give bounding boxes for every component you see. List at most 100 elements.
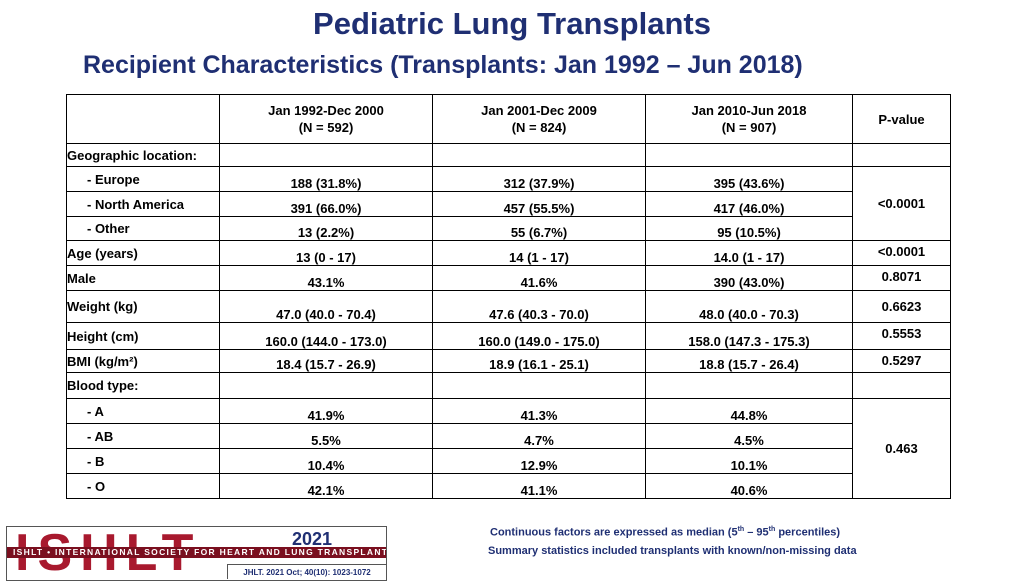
table-cell: 18.8 (15.7 - 26.4) xyxy=(645,349,853,373)
empty-cell xyxy=(852,372,951,399)
table-cell: 10.1% xyxy=(645,448,853,474)
table-row: Height (cm) 160.0 (144.0 - 173.0) 160.0 … xyxy=(66,322,951,350)
row-label: Weight (kg) xyxy=(66,290,220,323)
table-cell: 47.0 (40.0 - 70.4) xyxy=(219,290,433,323)
table-cell: 395 (43.6%) xyxy=(645,166,853,192)
column-header-period: Jan 2010-Jun 2018 xyxy=(691,103,807,118)
table-cell: 12.9% xyxy=(432,448,646,474)
column-header-count: (N = 907) xyxy=(721,120,777,135)
pvalue-cell: 0.6623 xyxy=(852,290,951,323)
table-cell: 312 (37.9%) xyxy=(432,166,646,192)
row-label: Age (years) xyxy=(66,240,220,266)
column-header-1992-2000: Jan 1992-Dec 2000 (N = 592) xyxy=(219,94,433,144)
ishlt-logo-banner: ISHLT ISHLT • INTERNATIONAL SOCIETY FOR … xyxy=(6,526,387,581)
row-label: - AB xyxy=(66,423,220,449)
table-row: Age (years) 13 (0 - 17) 14 (1 - 17) 14.0… xyxy=(66,240,951,266)
table-cell: 43.1% xyxy=(219,265,433,291)
empty-cell xyxy=(645,372,853,399)
footnote-summary-statistics: Summary statistics included transplants … xyxy=(488,545,857,557)
empty-cell xyxy=(432,372,646,399)
table-cell: 18.4 (15.7 - 26.9) xyxy=(219,349,433,373)
table-row: Male 43.1% 41.6% 390 (43.0%) 0.8071 xyxy=(66,265,951,291)
column-header-count: (N = 824) xyxy=(511,120,567,135)
row-label: - Other xyxy=(66,216,220,241)
page-title: Pediatric Lung Transplants xyxy=(313,6,711,41)
page-subtitle: Recipient Characteristics (Transplants: … xyxy=(83,51,803,79)
row-label: - A xyxy=(66,398,220,424)
row-label: - Europe xyxy=(66,166,220,192)
table-cell: 188 (31.8%) xyxy=(219,166,433,192)
table-cell: 13 (0 - 17) xyxy=(219,240,433,266)
empty-cell xyxy=(219,143,433,167)
table-cell: 13 (2.2%) xyxy=(219,216,433,241)
column-header-pvalue: P-value xyxy=(852,94,951,144)
table-cell: 4.7% xyxy=(432,423,646,449)
table-row: - B 10.4% 12.9% 10.1% xyxy=(66,448,951,474)
table-cell: 48.0 (40.0 - 70.3) xyxy=(645,290,853,323)
table-header-row: Jan 1992-Dec 2000 (N = 592) Jan 2001-Dec… xyxy=(66,94,951,144)
row-label: - B xyxy=(66,448,220,474)
table-row: - Europe 188 (31.8%) 312 (37.9%) 395 (43… xyxy=(66,166,951,241)
row-label: - O xyxy=(66,473,220,499)
pvalue-cell: 0.5297 xyxy=(852,349,951,373)
footnote-text: percentiles) xyxy=(775,526,841,539)
table-cell: 41.1% xyxy=(432,473,646,499)
table-cell: 95 (10.5%) xyxy=(645,216,853,241)
report-year: 2021 xyxy=(291,529,333,549)
table-cell: 14 (1 - 17) xyxy=(432,240,646,266)
table-cell: 41.9% xyxy=(219,398,433,424)
table-cell: 391 (66.0%) xyxy=(219,191,433,217)
row-label: - North America xyxy=(66,191,220,217)
table-cell: 41.3% xyxy=(432,398,646,424)
table-cell: 18.9 (16.1 - 25.1) xyxy=(432,349,646,373)
empty-cell xyxy=(432,143,646,167)
footnote-text: – 95 xyxy=(744,526,769,539)
table-cell: 160.0 (149.0 - 175.0) xyxy=(432,322,646,350)
table-cell: 42.1% xyxy=(219,473,433,499)
pvalue-cell-geographic: <0.0001 xyxy=(852,166,951,241)
table-cell: 160.0 (144.0 - 173.0) xyxy=(219,322,433,350)
row-label: Height (cm) xyxy=(66,322,220,350)
table-cell: 417 (46.0%) xyxy=(645,191,853,217)
empty-cell xyxy=(852,143,951,167)
row-label-blood-type: Blood type: xyxy=(66,372,220,399)
ishlt-logo-strip: ISHLT • INTERNATIONAL SOCIETY FOR HEART … xyxy=(7,547,386,558)
pvalue-cell: <0.0001 xyxy=(852,240,951,266)
pvalue-cell-blood-type: 0.463 xyxy=(852,398,951,499)
table-cell: 457 (55.5%) xyxy=(432,191,646,217)
footnote-percentiles: Continuous factors are expressed as medi… xyxy=(490,526,840,539)
pvalue-cell: 0.5553 xyxy=(852,322,951,350)
table-row: BMI (kg/m²) 18.4 (15.7 - 26.9) 18.9 (16.… xyxy=(66,349,951,373)
table-cell: 158.0 (147.3 - 175.3) xyxy=(645,322,853,350)
column-header-count: (N = 592) xyxy=(298,120,354,135)
row-label: BMI (kg/m²) xyxy=(66,349,220,373)
table-cell: 41.6% xyxy=(432,265,646,291)
empty-cell xyxy=(645,143,853,167)
table-cell: 47.6 (40.3 - 70.0) xyxy=(432,290,646,323)
table-cell: 40.6% xyxy=(645,473,853,499)
recipient-characteristics-table: Jan 1992-Dec 2000 (N = 592) Jan 2001-Dec… xyxy=(66,94,951,499)
column-header-2001-2009: Jan 2001-Dec 2009 (N = 824) xyxy=(432,94,646,144)
journal-citation: JHLT. 2021 Oct; 40(10): 1023-1072 xyxy=(227,564,386,579)
table-row: - AB 5.5% 4.7% 4.5% xyxy=(66,423,951,449)
column-header-period: Jan 2001-Dec 2009 xyxy=(481,103,597,118)
footnote-superscript: th xyxy=(737,526,745,533)
pvalue-cell: 0.8071 xyxy=(852,265,951,291)
footnote-superscript: th xyxy=(768,526,776,533)
table-cell: 4.5% xyxy=(645,423,853,449)
column-header-period: Jan 1992-Dec 2000 xyxy=(268,103,384,118)
table-row: Geographic location: xyxy=(66,143,951,167)
empty-cell xyxy=(219,372,433,399)
table-cell: 44.8% xyxy=(645,398,853,424)
table-cell: 14.0 (1 - 17) xyxy=(645,240,853,266)
table-row: - Other 13 (2.2%) 55 (6.7%) 95 (10.5%) xyxy=(66,216,951,241)
column-header-2010-2018: Jan 2010-Jun 2018 (N = 907) xyxy=(645,94,853,144)
row-label-geographic-location: Geographic location: xyxy=(66,143,220,167)
table-row: - O 42.1% 41.1% 40.6% xyxy=(66,473,951,499)
table-cell: 390 (43.0%) xyxy=(645,265,853,291)
row-label: Male xyxy=(66,265,220,291)
header-empty-cell xyxy=(66,94,220,144)
table-cell: 5.5% xyxy=(219,423,433,449)
table-row: Blood type: xyxy=(66,372,951,399)
table-cell: 10.4% xyxy=(219,448,433,474)
